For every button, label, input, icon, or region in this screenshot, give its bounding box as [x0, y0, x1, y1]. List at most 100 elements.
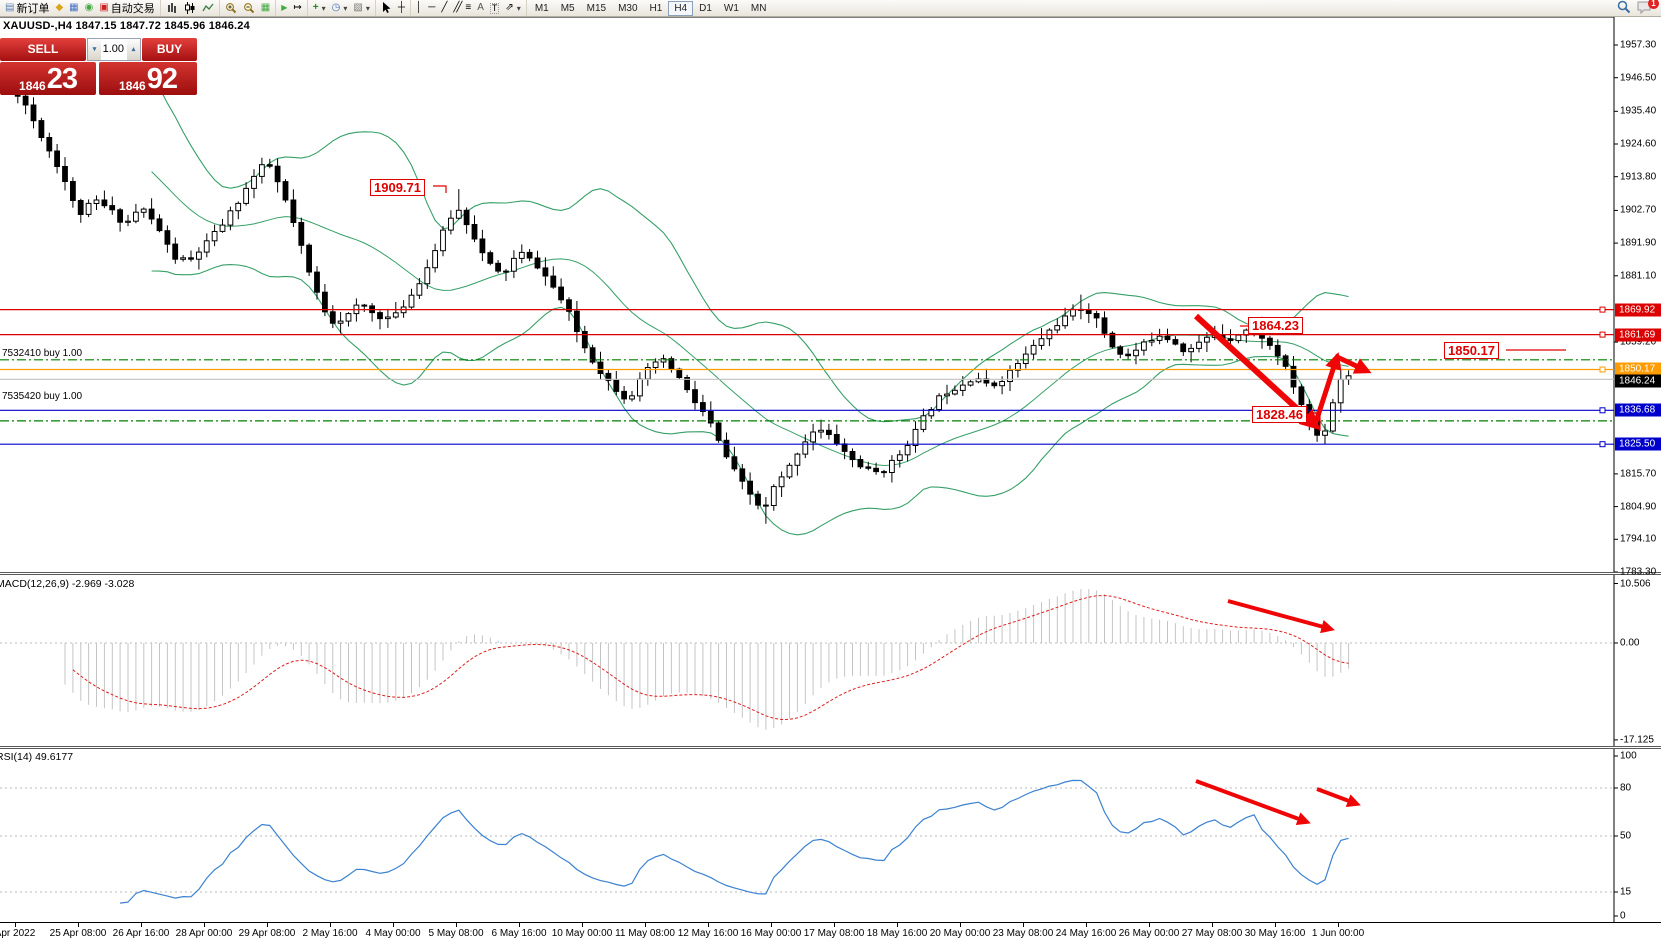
timeframe-M5[interactable]: M5: [560, 2, 575, 14]
zoom-out-icon[interactable]: [240, 1, 258, 15]
zoom-in-icon[interactable]: [222, 1, 240, 15]
time-tick: [1086, 923, 1087, 927]
timeframe-M15[interactable]: M15: [586, 2, 607, 14]
buy-button[interactable]: BUY: [142, 38, 197, 61]
timeframe-MN[interactable]: MN: [750, 2, 767, 14]
cursor-icon[interactable]: [378, 1, 395, 15]
text-label-tool-icon[interactable]: T: [489, 2, 500, 14]
pane-separator-macd[interactable]: [0, 572, 1661, 575]
bollinger-bands: [151, 71, 1349, 536]
new-order-button[interactable]: ▤ 新订单: [2, 1, 52, 15]
time-tick-label: 30 May 16:00: [1244, 928, 1306, 939]
price-annotation[interactable]: 1909.71: [370, 179, 425, 196]
price-tick-label: 1804.90: [1620, 501, 1657, 513]
new-chart-icon[interactable]: ▦: [69, 2, 79, 13]
chart-shift-icon[interactable]: ↦: [293, 2, 302, 13]
rsi-pane: [0, 779, 1614, 904]
time-tick: [960, 923, 961, 927]
time-tick-label: 26 Apr 16:00: [112, 928, 170, 939]
template-button[interactable]: ▧ ▾: [353, 2, 370, 13]
horizontal-line-tool-icon[interactable]: ─: [428, 2, 436, 13]
time-tick-label: 11 May 08:00: [615, 928, 675, 939]
one-click-trade-panel: SELL ▾ 1.00 ▴ BUY 1846 23 1846 92: [0, 38, 197, 95]
timeframe-D1[interactable]: D1: [699, 2, 712, 14]
toolbar-group-chart-type: [159, 0, 219, 16]
time-tick-label: 10 May 00:00: [551, 928, 613, 939]
time-tick-label: 29 Apr 08:00: [238, 928, 296, 939]
time-tick-label: 25 Apr 08:00: [49, 928, 107, 939]
new-order-icon: ▤: [5, 2, 15, 13]
buy-price[interactable]: 1846 92: [99, 62, 197, 95]
rsi-tick-label: 0: [1620, 910, 1626, 922]
macd-tick-label: -17.125: [1620, 734, 1654, 746]
time-tick: [645, 923, 646, 927]
toolbar-group-scroll: ▶ ↦: [275, 0, 307, 16]
time-tick-label: 27 May 08:00: [1181, 928, 1243, 939]
time-tick-label: 12 May 16:00: [677, 928, 739, 939]
timeframe-M30[interactable]: M30: [618, 2, 638, 14]
price-tick-label: 1859.20: [1620, 336, 1657, 348]
timeframe-H1[interactable]: H1: [649, 2, 663, 14]
price-tick-label: 1957.30: [1620, 39, 1657, 51]
trendline-tool-icon[interactable]: ╱: [441, 2, 448, 13]
price-annotation[interactable]: 1828.46: [1252, 406, 1307, 423]
time-tick: [78, 923, 79, 927]
fibonacci-tool-icon[interactable]: ≡: [465, 2, 472, 13]
price-annotation[interactable]: 1864.23: [1248, 317, 1303, 334]
autotrading-button[interactable]: ▣ 自动交易: [96, 1, 157, 15]
price-annotation[interactable]: 1850.17: [1444, 342, 1499, 359]
order-line-label-2: 7535420 buy 1.00: [2, 391, 83, 402]
macd-tick-label: 0.00: [1620, 637, 1640, 649]
price-badge: 1850.17: [1615, 362, 1661, 376]
volume-value[interactable]: 1.00: [102, 43, 124, 55]
gold-icon[interactable]: ◆: [55, 2, 64, 13]
bar-chart-icon[interactable]: [163, 1, 181, 15]
time-tick: [267, 923, 268, 927]
timeframe-bar: M1 M5 M15 M30 H1 H4 D1 W1 MN: [525, 0, 775, 16]
rsi-indicator-label: RSI(14) 49.6177: [0, 751, 74, 763]
toolbar-group-cursor: ┼: [374, 0, 410, 16]
horizontal-lines[interactable]: [0, 306, 1614, 448]
macd-indicator-label: MACD(12,26,9) -2.969 -3.028: [0, 578, 135, 590]
sell-button[interactable]: SELL: [0, 38, 86, 61]
pane-separator-rsi[interactable]: [0, 746, 1661, 749]
price-badge: 1869.92: [1615, 303, 1661, 317]
volume-increase-button[interactable]: ▴: [127, 39, 140, 60]
time-tick-label: 18 May 16:00: [866, 928, 928, 939]
time-tick-label: 24 May 16:00: [1055, 928, 1117, 939]
buy-price-big: 92: [146, 63, 178, 95]
timeframe-W1[interactable]: W1: [723, 2, 739, 14]
time-tick: [393, 923, 394, 927]
notifications-button[interactable]: 1: [1637, 0, 1659, 15]
line-chart-icon[interactable]: [199, 1, 217, 15]
time-tick: [897, 923, 898, 927]
time-tick: [330, 923, 331, 927]
sell-price[interactable]: 1846 23: [0, 62, 96, 95]
sell-price-small: 1846: [19, 79, 46, 93]
vertical-line-tool-icon[interactable]: │: [415, 2, 423, 13]
channel-tool-icon[interactable]: ╱╱: [453, 2, 462, 13]
text-tool-icon[interactable]: A: [477, 2, 484, 13]
time-tick-label: Apr 2022: [0, 928, 36, 939]
new-order-label: 新订单: [16, 3, 50, 15]
search-icon[interactable]: [1617, 0, 1631, 17]
signal-icon[interactable]: ◉: [84, 2, 94, 13]
price-tick-label: 1913.80: [1620, 171, 1657, 183]
arrows-tool-icon[interactable]: ⇗ ▾: [505, 2, 521, 13]
time-axis[interactable]: Apr 2022 25 Apr 08:00 26 Apr 16:00 28 Apr 0…: [0, 922, 1661, 941]
volume-decrease-button[interactable]: ▾: [88, 39, 101, 60]
time-tick: [519, 923, 520, 927]
time-tick-label: 23 May 08:00: [992, 928, 1054, 939]
timeframe-M1[interactable]: M1: [534, 2, 549, 14]
candlestick-chart-icon[interactable]: [181, 1, 199, 15]
time-tick: [834, 923, 835, 927]
periods-button[interactable]: ◷ ▾: [331, 2, 348, 13]
crosshair-icon[interactable]: ┼: [397, 2, 405, 13]
indicators-button[interactable]: + ▾: [312, 2, 326, 13]
auto-scroll-icon[interactable]: ▶: [281, 3, 288, 12]
timeframe-H4[interactable]: H4: [668, 0, 694, 16]
tile-windows-icon[interactable]: ▦: [260, 2, 271, 13]
candles: [0, 62, 1352, 524]
